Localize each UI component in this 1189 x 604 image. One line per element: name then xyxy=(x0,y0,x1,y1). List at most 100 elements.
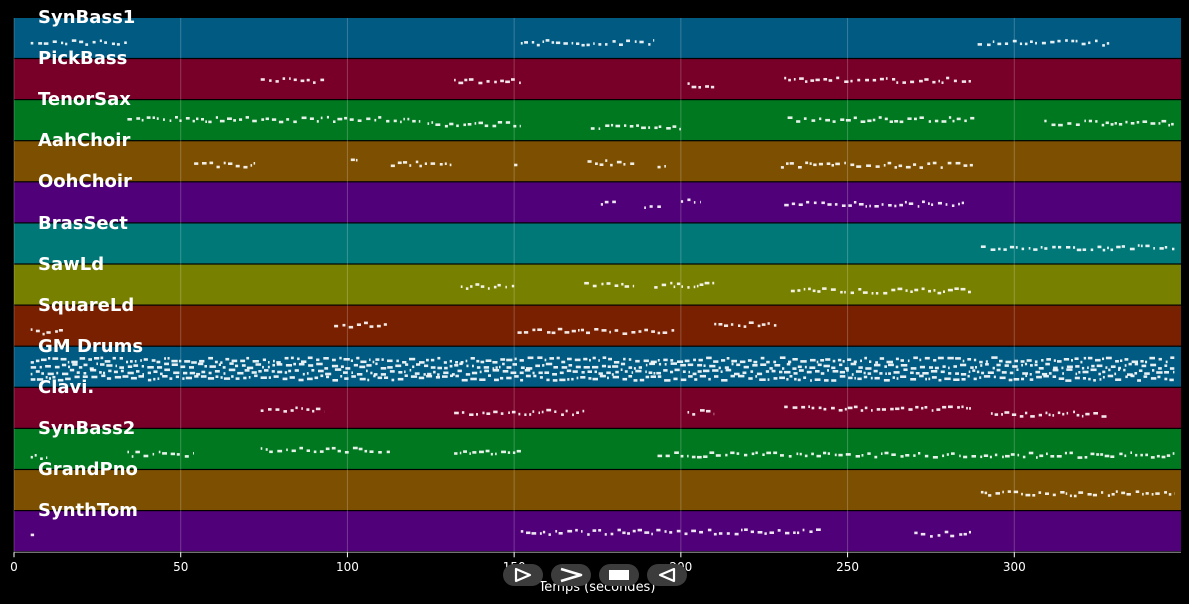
note-mark xyxy=(765,370,770,373)
note-mark xyxy=(1066,365,1073,369)
note-mark xyxy=(708,377,711,381)
note-mark xyxy=(631,371,634,374)
note-mark xyxy=(1107,374,1114,378)
note-mark xyxy=(1158,367,1162,370)
note-mark xyxy=(650,375,656,378)
note-mark xyxy=(201,370,206,374)
note-mark xyxy=(930,535,933,538)
note-mark xyxy=(160,372,163,376)
note-mark xyxy=(398,371,403,374)
note-mark xyxy=(69,368,75,372)
note-mark xyxy=(134,360,137,363)
note-mark xyxy=(790,289,795,293)
note-mark xyxy=(928,202,930,205)
note-mark xyxy=(918,452,921,455)
note-mark xyxy=(857,78,861,82)
note-mark xyxy=(694,378,698,381)
rewind-button[interactable] xyxy=(647,564,687,586)
note-mark xyxy=(821,201,825,205)
note-mark xyxy=(334,368,342,371)
note-mark xyxy=(490,452,493,456)
play-button[interactable] xyxy=(503,564,543,586)
note-mark xyxy=(1164,377,1168,381)
note-mark xyxy=(869,204,871,208)
note-mark xyxy=(559,371,564,375)
note-mark xyxy=(333,120,336,123)
note-mark xyxy=(147,371,151,375)
note-mark xyxy=(1150,363,1157,367)
note-mark xyxy=(275,80,279,83)
note-mark xyxy=(1111,493,1115,496)
note-mark xyxy=(369,358,371,362)
note-mark xyxy=(1046,358,1051,361)
note-mark xyxy=(631,331,636,334)
note-mark xyxy=(30,328,33,331)
note-mark xyxy=(356,373,363,376)
note-mark xyxy=(271,370,275,373)
stop-button[interactable] xyxy=(599,564,639,586)
note-mark xyxy=(1172,452,1175,455)
note-mark xyxy=(497,283,501,287)
note-mark xyxy=(780,166,784,169)
note-mark xyxy=(1102,248,1106,252)
note-mark xyxy=(990,248,996,251)
note-mark xyxy=(810,358,816,362)
note-mark xyxy=(739,360,746,364)
note-mark xyxy=(825,118,830,122)
note-mark xyxy=(54,365,60,369)
note-mark xyxy=(581,43,585,47)
note-mark xyxy=(1091,364,1095,368)
note-mark xyxy=(1081,42,1086,46)
note-mark xyxy=(992,366,995,370)
note-mark xyxy=(1045,492,1049,495)
note-mark xyxy=(931,376,937,379)
note-mark xyxy=(556,356,560,360)
note-mark xyxy=(312,409,315,413)
note-mark xyxy=(1045,411,1048,415)
note-mark xyxy=(825,358,831,361)
note-mark xyxy=(45,376,48,379)
note-mark xyxy=(851,373,854,376)
note-mark xyxy=(845,453,851,456)
note-mark xyxy=(858,366,863,369)
note-mark xyxy=(71,360,78,364)
note-mark xyxy=(215,375,219,378)
note-mark xyxy=(654,126,658,130)
note-mark xyxy=(860,409,864,412)
note-mark xyxy=(1025,493,1031,497)
note-mark xyxy=(586,43,590,47)
note-mark xyxy=(1084,456,1088,459)
note-mark xyxy=(1134,372,1138,375)
note-mark xyxy=(617,528,621,532)
note-mark xyxy=(1135,490,1140,493)
note-mark xyxy=(542,40,545,43)
note-mark xyxy=(879,372,883,375)
note-mark xyxy=(997,42,1002,46)
note-mark xyxy=(823,78,828,81)
note-mark xyxy=(1125,120,1128,124)
note-mark xyxy=(163,118,165,121)
track-label: GrandPno xyxy=(38,459,138,481)
note-mark xyxy=(179,119,182,122)
note-mark xyxy=(886,360,893,364)
note-mark xyxy=(1048,372,1052,375)
note-mark xyxy=(976,370,980,374)
note-mark xyxy=(474,122,477,125)
note-mark xyxy=(1038,367,1044,370)
note-mark xyxy=(495,366,498,369)
note-mark xyxy=(264,369,269,372)
note-mark xyxy=(995,492,1000,495)
note-mark xyxy=(779,376,785,380)
note-mark xyxy=(513,124,517,128)
note-mark xyxy=(246,356,250,360)
forward-button[interactable] xyxy=(551,564,591,586)
note-mark xyxy=(839,375,846,378)
note-mark xyxy=(1155,492,1160,495)
note-mark xyxy=(444,124,448,128)
note-mark xyxy=(900,375,907,378)
note-mark xyxy=(164,357,166,360)
note-mark xyxy=(572,370,578,373)
note-mark xyxy=(502,362,505,366)
note-mark xyxy=(465,287,469,290)
